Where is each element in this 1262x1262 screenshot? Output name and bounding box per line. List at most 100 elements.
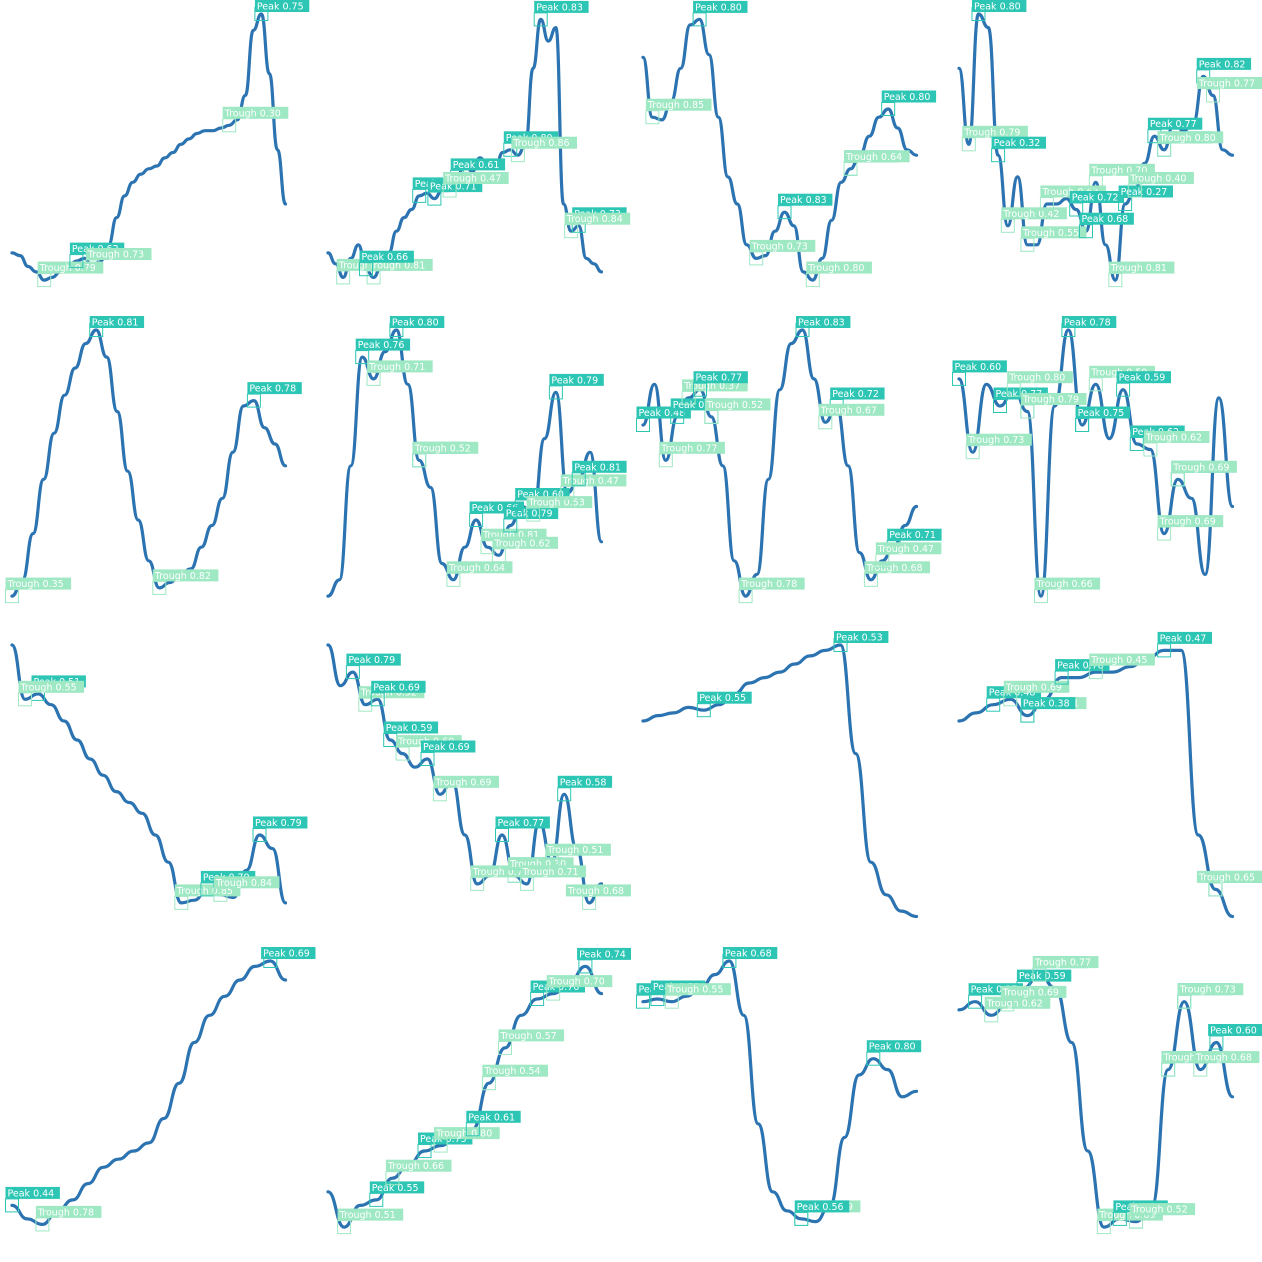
label-background <box>442 172 509 184</box>
peak-annotation: Peak 0.81 <box>89 315 145 337</box>
label-background <box>432 775 499 788</box>
trough-label: Trough 0.65 <box>1197 872 1254 883</box>
label-background <box>261 946 316 959</box>
peak-annotation: Peak 0.61 <box>465 1110 521 1136</box>
trough-annotation: Trough 0.70 <box>545 974 612 1001</box>
trough-annotation: Trough 0.77 <box>1031 955 1098 982</box>
label-background <box>1069 191 1124 203</box>
peak-label: Peak 0.74 <box>579 949 626 960</box>
trough-label: Trough 0.77 <box>1197 79 1254 90</box>
label-background <box>5 577 72 590</box>
trough-annotation: Trough 0.57 <box>497 1028 564 1055</box>
detection-box <box>1207 882 1222 897</box>
label-background <box>253 816 308 829</box>
trough-annotation: Trough 0.55 <box>1019 226 1086 252</box>
trough-label: Trough 0.45 <box>1090 655 1147 666</box>
peak-label: Peak 0.53 <box>836 633 883 644</box>
peak-label: Peak 0.61 <box>452 160 499 171</box>
trough-label: Trough 0.78 <box>37 1207 94 1218</box>
peak-annotation: Peak 0.59 <box>1115 370 1171 397</box>
chart-panel: Trough 0.35 Peak 0.81 Trough 0.82 Peak 0.78 <box>0 315 316 632</box>
label-background <box>503 506 558 519</box>
peak-annotation: Peak 0.80 <box>692 0 748 27</box>
peak-annotation: Peak 0.78 <box>1060 315 1116 337</box>
trough-label: Trough 0.73 <box>1178 984 1235 995</box>
trough-label: Trough 0.72 <box>471 867 528 878</box>
peak-annotation: Peak 0.83 <box>533 0 589 27</box>
peak-annotation: Peak 0.68 <box>722 946 778 968</box>
label-background <box>887 528 942 541</box>
label-background <box>548 373 604 386</box>
label-background <box>385 1159 451 1172</box>
label-background <box>491 536 558 549</box>
peak-annotation: Peak 0.79 <box>548 373 604 399</box>
trough-label: Trough 0.68 <box>865 562 922 573</box>
label-background <box>645 98 712 111</box>
trough-annotation: Trough 0.47 <box>875 541 942 568</box>
peak-label: Peak 0.78 <box>1063 317 1110 328</box>
label-background <box>1006 370 1073 383</box>
label-background <box>818 403 885 416</box>
label-background <box>359 250 414 263</box>
label-background <box>355 338 410 351</box>
trough-label: Trough 0.77 <box>660 443 717 454</box>
trough-label: Trough 0.54 <box>483 1066 540 1077</box>
trough-annotation: Trough 0.68 <box>1192 1050 1259 1077</box>
peak-label: Peak 0.72 <box>1071 193 1118 204</box>
trough-label: Trough 0.79 <box>337 260 394 271</box>
peak-label: Peak 0.80 <box>869 1041 916 1052</box>
label-background <box>5 1186 60 1199</box>
peak-label: Peak 0.79 <box>551 375 598 386</box>
label-background <box>1157 514 1223 527</box>
peak-label: Peak 0.77 <box>995 389 1042 400</box>
trough-annotation: Trough 0.51 <box>544 843 611 870</box>
detection-box <box>544 855 559 870</box>
trough-annotation: Trough 0.79 <box>961 125 1028 152</box>
trough-annotation: Trough 0.47 <box>442 172 509 198</box>
label-background <box>565 884 631 897</box>
trough-label: Trough 0.64 <box>447 562 504 573</box>
label-background <box>1061 315 1116 328</box>
chart-panel: Trough 0.85 Peak 0.80 Trough 0.73 Peak 0.83… <box>631 0 947 316</box>
label-background <box>952 359 1007 372</box>
label-background <box>1000 985 1066 998</box>
series-line <box>325 643 603 905</box>
label-background <box>1147 117 1202 130</box>
trough-label: Trough 0.73 <box>751 241 808 252</box>
trough-label: Trough 0.80 <box>807 263 864 274</box>
trough-annotation: Trough 0.84 <box>213 876 280 902</box>
trough-label: Trough 0.57 <box>499 1030 556 1041</box>
peak-annotation: Peak 0.76 <box>354 338 410 364</box>
peak-label: Peak 0.82 <box>1198 59 1245 70</box>
label-background <box>659 441 725 454</box>
peak-annotation: Peak 0.80 <box>971 0 1026 21</box>
peak-label: Peak 0.60 <box>1210 1025 1257 1036</box>
peak-label: Peak 0.66 <box>361 252 408 263</box>
peak-label: Peak 0.80 <box>391 317 438 328</box>
label-background <box>778 193 833 206</box>
label-background <box>1020 697 1075 710</box>
label-background <box>722 946 778 959</box>
trough-annotation: Trough 0.54 <box>481 1064 548 1090</box>
peak-label: Peak 0.69 <box>373 682 420 693</box>
detection-box <box>519 876 534 891</box>
peak-label: Peak 0.78 <box>249 383 296 394</box>
line-chart: Peak 0.44 Trough 0.78 Peak 0.69 <box>5 946 316 1231</box>
trough-annotation: Trough 0.79 <box>37 261 104 288</box>
peak-annotation: Peak 0.60 <box>1207 1023 1262 1049</box>
trough-annotation: Trough 0.73 <box>1176 982 1243 1009</box>
label-background <box>557 775 612 788</box>
label-background <box>704 397 771 410</box>
detection-box <box>664 994 679 1009</box>
label-background <box>526 495 592 508</box>
label-background <box>665 982 731 995</box>
peak-label: Peak 0.32 <box>993 138 1040 149</box>
label-background <box>794 1199 850 1212</box>
trough-label: Trough 0.66 <box>386 1161 443 1172</box>
line-chart: Trough 0.35 Peak 0.81 Trough 0.82 Peak 0.78 <box>5 315 302 603</box>
peak-annotation: Peak 0.83 <box>795 315 851 337</box>
trough-label: Trough 0.80 <box>435 1128 492 1139</box>
